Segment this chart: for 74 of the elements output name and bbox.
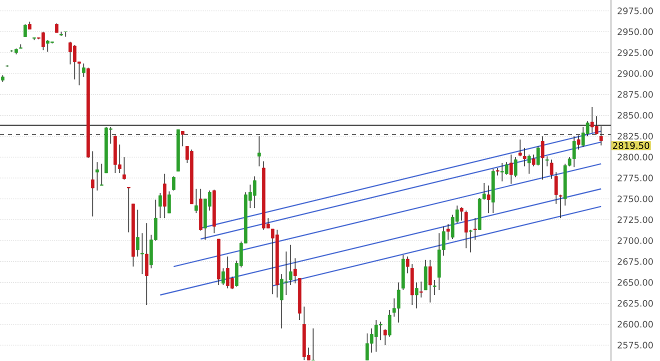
y-tick-label: 2575.00: [618, 342, 653, 348]
candlestick: [388, 310, 392, 338]
y-tick-label: 2900.00: [618, 70, 653, 77]
candlestick: [162, 173, 166, 219]
candlestick: [460, 206, 464, 222]
candlestick: [572, 136, 576, 168]
candlestick: [122, 156, 126, 180]
candlestick: [288, 244, 292, 286]
y-tick-label: 2675.00: [618, 258, 653, 265]
candlestick: [378, 321, 382, 341]
candlestick: [24, 24, 27, 38]
candlestick: [82, 63, 86, 78]
candlestick: [504, 162, 508, 176]
candlestick: [554, 172, 558, 204]
candlestick: [414, 282, 418, 309]
candlestick: [558, 194, 562, 219]
candlestick: [446, 224, 450, 240]
y-tick-label: 2800.00: [618, 154, 653, 160]
y-tick-label: 2600.00: [618, 320, 653, 328]
y-tick-label: 2875.00: [618, 91, 653, 98]
candlestick: [55, 22, 58, 33]
candlestick: [464, 210, 468, 249]
candlestick: [536, 146, 540, 166]
candlestick: [158, 192, 162, 219]
candlestick: [172, 176, 176, 191]
candlestick: [91, 150, 94, 217]
candlestick: [221, 268, 225, 286]
candlestick: [140, 232, 144, 274]
y-tick-label: 2625.00: [618, 300, 653, 307]
y-tick-label: 2725.00: [618, 216, 653, 224]
candlestick: [383, 328, 387, 346]
candlestick: [419, 281, 423, 298]
candlestick: [473, 218, 477, 240]
candlestick: [252, 176, 256, 208]
y-tick-label: 2650.00: [618, 279, 653, 286]
candlestick: [180, 130, 184, 147]
candlestick: [486, 185, 490, 214]
candlestick: [540, 136, 544, 180]
candlestick: [550, 159, 554, 180]
candlestick: [126, 186, 130, 233]
candlestick: [496, 168, 500, 176]
candlestick: [136, 209, 140, 257]
y-tick-label: 2975.00: [618, 8, 653, 14]
y-tick-label: 2950.00: [618, 28, 653, 36]
candlestick: [257, 136, 261, 167]
candlestick: [545, 156, 549, 167]
y-tick-label: 2775.00: [618, 174, 653, 182]
candlestick: [599, 126, 603, 146]
candlestick: [424, 259, 428, 290]
candlestick: [144, 222, 148, 306]
y-tick-label: 2700.00: [618, 237, 653, 244]
candlestick: [576, 134, 580, 150]
candlestick: [167, 190, 171, 214]
candlestick: [522, 148, 526, 167]
y-tick-label: 2750.00: [618, 196, 653, 202]
y-tick-label: 2925.00: [618, 49, 653, 56]
candlestick: [514, 156, 518, 178]
candlestick: [518, 139, 522, 157]
candlestick: [509, 154, 513, 184]
y-tick-label: 2825.00: [618, 132, 653, 140]
y-tick-label: 2850.00: [618, 112, 653, 119]
candlestick: [96, 162, 99, 191]
candlestick: [432, 280, 436, 296]
candlestick: [406, 256, 410, 274]
candlestick: [293, 258, 297, 284]
candlestick: [428, 259, 432, 303]
candlestick: [194, 188, 198, 214]
candlestick: [100, 163, 104, 186]
candlestick: [468, 229, 472, 253]
candlestick: [527, 154, 531, 174]
candlestick: [532, 154, 536, 167]
candlestick: [396, 282, 400, 323]
text: 2819.50: [613, 142, 650, 149]
candlestick: [594, 116, 598, 135]
